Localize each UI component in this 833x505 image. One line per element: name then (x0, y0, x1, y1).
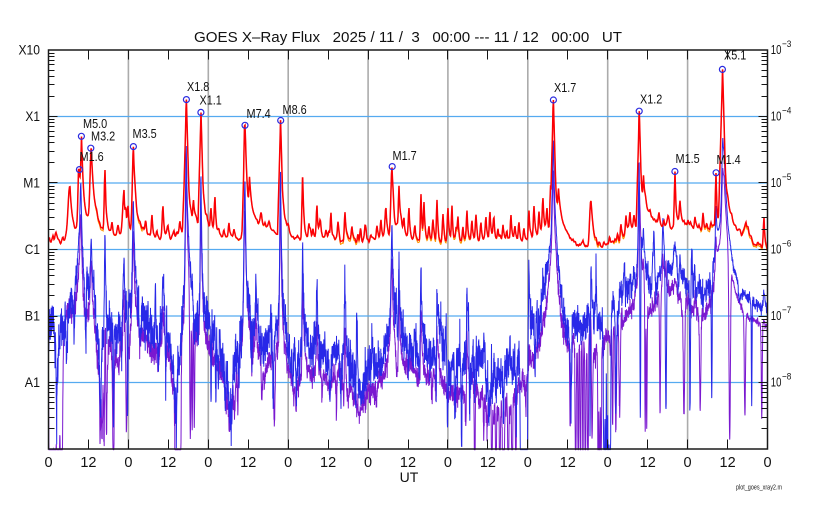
svg-text:−4: −4 (782, 106, 791, 117)
svg-text:10: 10 (771, 243, 782, 257)
svg-text:M1.4: M1.4 (717, 152, 741, 167)
svg-text:M1.7: M1.7 (393, 148, 417, 163)
svg-text:M1.5: M1.5 (676, 151, 700, 166)
svg-text:0: 0 (604, 455, 612, 471)
svg-text:A1: A1 (25, 375, 40, 390)
svg-text:12: 12 (160, 455, 176, 471)
svg-text:10: 10 (771, 376, 782, 390)
svg-text:−5: −5 (782, 172, 791, 183)
svg-text:10: 10 (771, 176, 782, 190)
svg-text:0: 0 (763, 455, 771, 471)
svg-text:X1.1: X1.1 (200, 93, 222, 108)
svg-text:M3.2: M3.2 (91, 129, 115, 144)
svg-text:12: 12 (640, 455, 656, 471)
svg-text:0: 0 (364, 455, 372, 471)
svg-text:0: 0 (524, 455, 532, 471)
svg-text:M7.4: M7.4 (247, 106, 271, 121)
svg-text:−3: −3 (782, 39, 791, 50)
svg-text:0: 0 (684, 455, 692, 471)
svg-text:12: 12 (240, 455, 256, 471)
svg-text:X5.1: X5.1 (724, 48, 746, 63)
svg-text:−8: −8 (782, 372, 791, 383)
svg-text:M3.5: M3.5 (133, 126, 157, 141)
svg-text:12: 12 (320, 455, 336, 471)
svg-text:−7: −7 (782, 305, 791, 316)
svg-text:12: 12 (400, 455, 416, 471)
svg-text:UT: UT (400, 469, 419, 485)
svg-text:0: 0 (284, 455, 292, 471)
svg-text:0: 0 (124, 455, 132, 471)
svg-text:X1.2: X1.2 (640, 92, 662, 107)
svg-text:C1: C1 (25, 242, 40, 257)
svg-text:10: 10 (771, 43, 782, 57)
svg-text:X10: X10 (19, 43, 41, 58)
svg-text:M1.6: M1.6 (80, 149, 104, 164)
svg-text:M5.0: M5.0 (83, 116, 107, 131)
svg-text:0: 0 (444, 455, 452, 471)
svg-text:X1.7: X1.7 (554, 80, 576, 95)
svg-text:0: 0 (204, 455, 212, 471)
svg-text:M8.6: M8.6 (283, 102, 307, 117)
svg-text:12: 12 (560, 455, 576, 471)
svg-text:10: 10 (771, 309, 782, 323)
svg-text:0: 0 (44, 455, 52, 471)
svg-text:GOES X–Ray Flux 2025 / 11 /: GOES X–Ray Flux 2025 / 11 / 3 00:00 --- … (194, 29, 622, 46)
svg-text:−6: −6 (782, 239, 791, 250)
svg-text:12: 12 (720, 455, 736, 471)
svg-text:X1: X1 (25, 109, 40, 124)
svg-text:10: 10 (771, 110, 782, 124)
svg-text:12: 12 (80, 455, 96, 471)
svg-text:12: 12 (480, 455, 496, 471)
svg-text:M1: M1 (23, 176, 40, 191)
svg-text:plot_goes_xray2.m: plot_goes_xray2.m (736, 485, 782, 492)
svg-text:B1: B1 (25, 309, 40, 324)
svg-text:X1.8: X1.8 (187, 79, 209, 94)
